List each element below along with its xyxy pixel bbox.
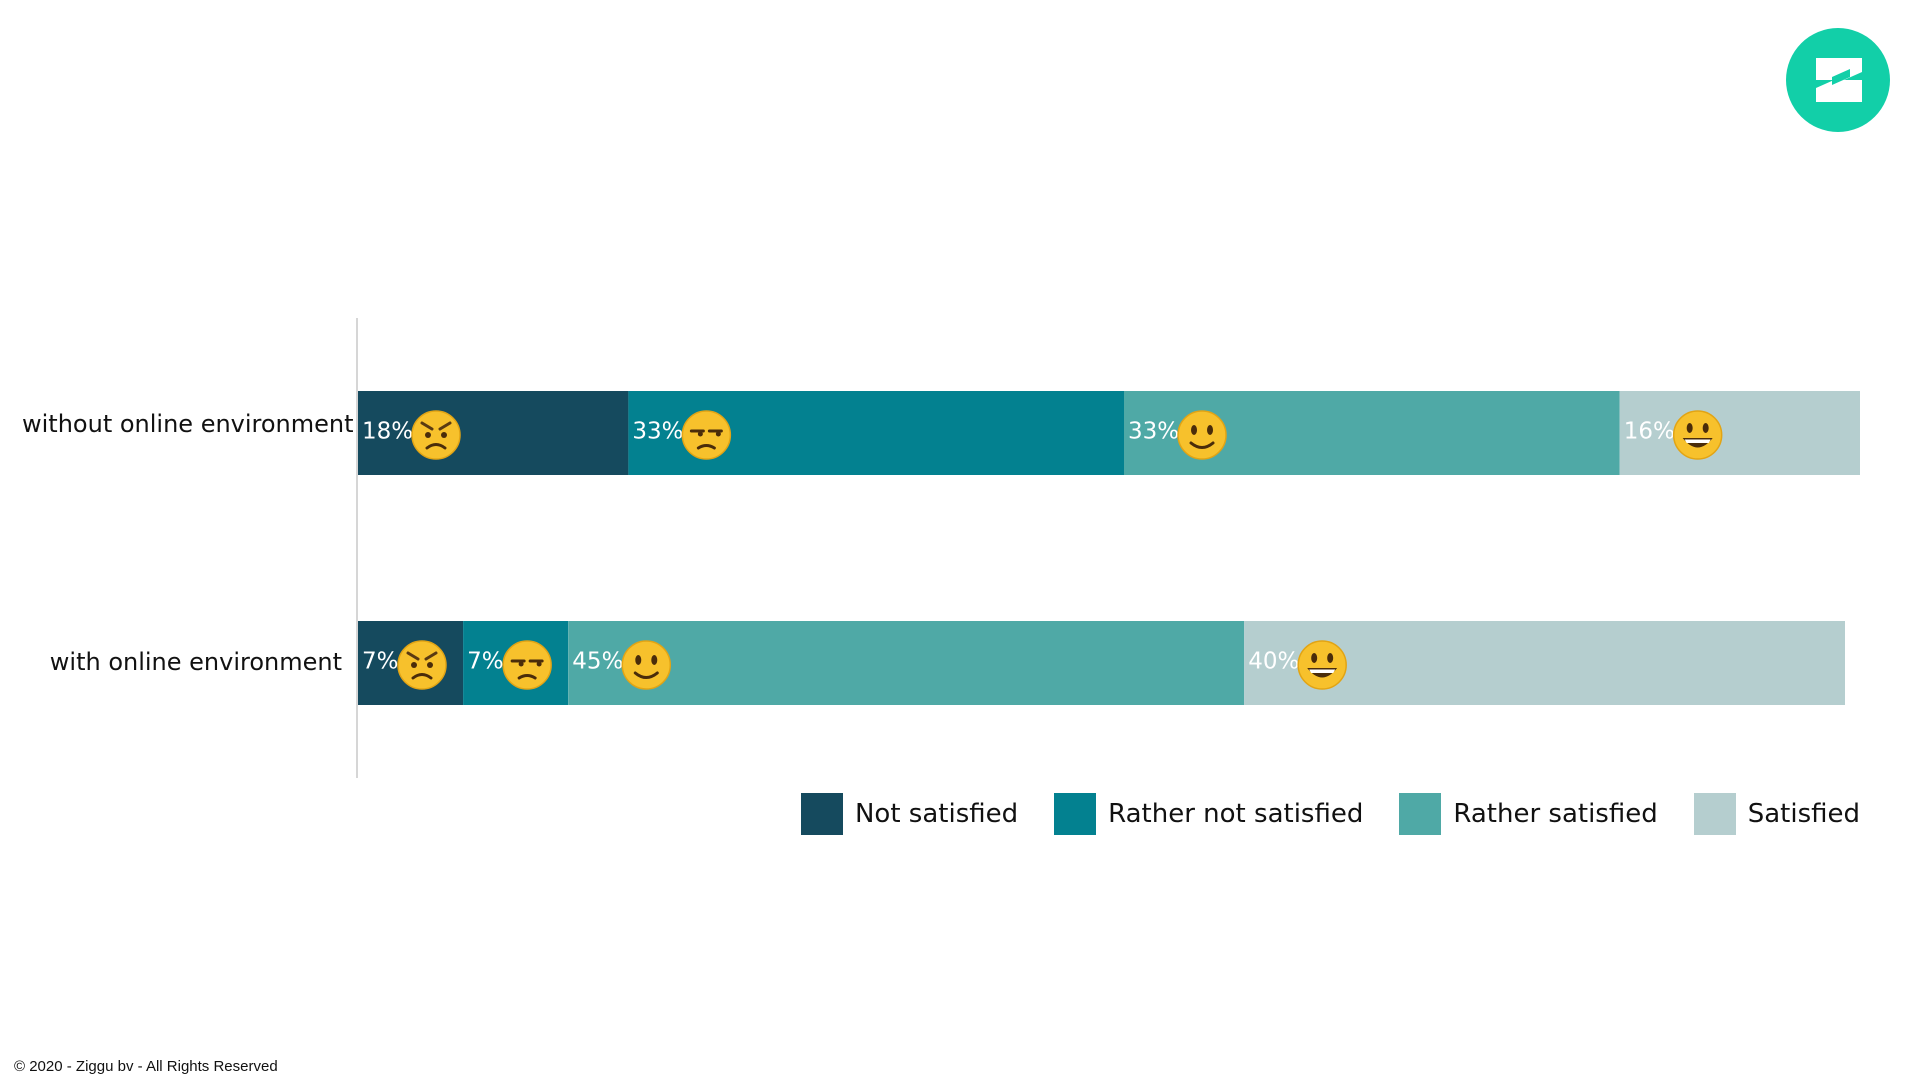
legend-item-not-satisfied: Not satisfied [800, 793, 1019, 835]
value-label-rather-satisfied-row1: 33% [1128, 419, 1179, 445]
value-label-rather-satisfied-row2: 45% [572, 649, 623, 675]
grinning-face-icon-row1 [1672, 410, 1723, 460]
bar-segment-rather-satisfied-row2 [568, 621, 1245, 705]
bar-segment-satisfied-row1 [1619, 391, 1860, 475]
value-label-satisfied-row1: 16% [1624, 419, 1675, 445]
legend-swatch-rather-satisfied [1399, 793, 1442, 835]
bar-segment-not-satisfied-row1 [358, 391, 629, 475]
value-label-not-satisfied-row1: 18% [362, 419, 413, 445]
unamused-face-icon-row2 [502, 640, 552, 690]
value-label-rather-not-satisfied-row2: 7% [467, 649, 504, 675]
ziggu-logo [1786, 28, 1890, 132]
category-label-without-online: without online environment [22, 410, 354, 438]
legend-label-not-satisfied: Not satisfied [854, 799, 1019, 829]
legend-item-rather-not-satisfied: Rather not satisfied [1054, 793, 1363, 835]
slightly-smiling-face-icon-row2 [621, 640, 672, 690]
angry-face-icon-row1 [411, 410, 461, 460]
legend-swatch-rather-not-satisfied [1054, 793, 1097, 835]
value-label-satisfied-row2: 40% [1248, 649, 1299, 675]
legend-swatch-not-satisfied [800, 793, 843, 835]
value-label-rather-not-satisfied-row1: 33% [632, 419, 683, 445]
slightly-smiling-face-icon-row1 [1177, 410, 1227, 460]
angry-face-icon-row2 [397, 640, 447, 690]
legend: Not satisfied Rather not satisfied Rathe… [800, 790, 1860, 838]
legend-item-satisfied: Satisfied [1693, 793, 1860, 835]
legend-label-rather-not-satisfied: Rather not satisfied [1108, 799, 1364, 829]
legend-label-rather-satisfied: Rather satisfied [1453, 799, 1658, 829]
grinning-face-icon-row2 [1297, 640, 1347, 690]
category-label-with-online: with online environment [49, 648, 342, 676]
copyright-footer: © 2020 - Ziggu bv - All Rights Reserved [14, 1058, 278, 1075]
legend-label-satisfied: Satisfied [1747, 799, 1860, 829]
legend-swatch-satisfied [1693, 793, 1736, 835]
legend-item-rather-satisfied: Rather satisfied [1399, 793, 1658, 835]
unamused-face-icon-row1 [681, 410, 732, 460]
value-label-not-satisfied-row2: 7% [362, 649, 399, 675]
